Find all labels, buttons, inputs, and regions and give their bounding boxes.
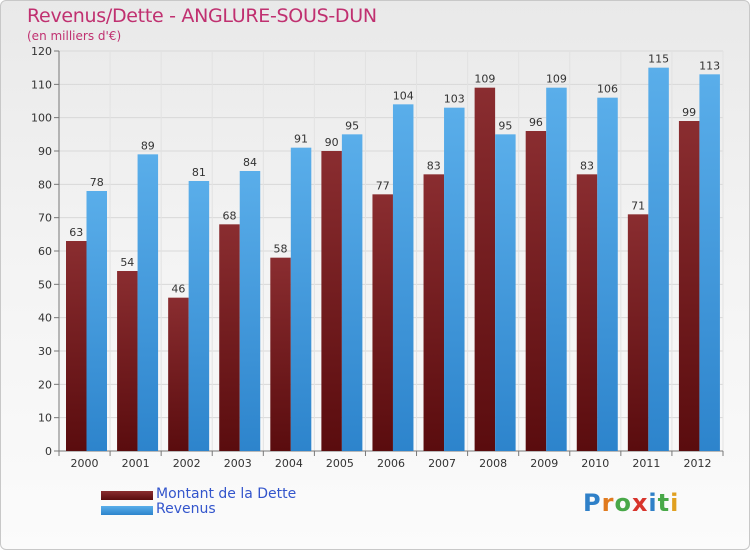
bar-revenue <box>444 107 465 452</box>
bar-debt <box>219 224 240 451</box>
x-tick-label: 2007 <box>428 457 456 470</box>
y-tick-label: 110 <box>31 78 52 91</box>
data-label: 90 <box>325 136 339 149</box>
bar-debt <box>168 297 189 451</box>
x-tick-label: 2001 <box>122 457 150 470</box>
x-tick-label: 2005 <box>326 457 354 470</box>
bars <box>66 67 720 452</box>
data-label: 83 <box>427 159 441 172</box>
legend-swatch-revenue <box>101 506 153 515</box>
chart-subtitle: (en milliers d'€) <box>27 29 122 43</box>
bar-revenue <box>495 134 516 452</box>
y-tick-label: 10 <box>38 412 52 425</box>
y-tick-label: 50 <box>38 278 52 291</box>
data-label: 71 <box>631 199 645 212</box>
bar-debt <box>576 174 598 452</box>
data-labels: 63 78 54 89 46 81 68 84 58 91 90 95 77 104 83 103 109 95 9… <box>69 53 720 296</box>
data-label: 83 <box>580 159 594 172</box>
x-tick-label: 2011 <box>632 457 660 470</box>
bar-debt <box>270 257 291 451</box>
legend-label-debt: Montant de la Dette <box>156 486 297 502</box>
y-tick-label: 120 <box>31 45 52 58</box>
x-tick-label: 2004 <box>275 457 303 470</box>
data-label: 96 <box>529 116 543 129</box>
logo-letter: i <box>670 489 680 517</box>
bar-revenue <box>546 87 567 452</box>
bar-debt <box>627 214 649 451</box>
x-tick-label: 2000 <box>71 457 99 470</box>
data-label: 103 <box>444 93 465 106</box>
logo-letter: o <box>614 489 632 517</box>
y-tick-label: 80 <box>38 178 52 191</box>
bar-debt <box>525 131 547 451</box>
y-tick-label: 0 <box>45 445 52 458</box>
data-label: 78 <box>90 176 104 189</box>
logo-letter: x <box>631 489 649 517</box>
data-label: 104 <box>393 89 414 102</box>
logo-letter: r <box>601 489 615 517</box>
bar-revenue <box>699 74 720 451</box>
data-label: 81 <box>192 166 206 179</box>
y-tick-label: 70 <box>38 212 52 225</box>
y-tick-label: 30 <box>38 345 52 358</box>
x-tick-label: 2003 <box>224 457 252 470</box>
data-label: 115 <box>648 53 669 66</box>
bar-revenue <box>188 181 210 451</box>
bar-revenue <box>341 134 363 452</box>
bar-revenue <box>597 97 618 452</box>
data-label: 106 <box>597 83 618 96</box>
data-label: 89 <box>141 139 155 152</box>
y-tick-label: 20 <box>38 378 52 391</box>
x-tick-label: 2012 <box>683 457 711 470</box>
x-tick-label: 2009 <box>530 457 558 470</box>
legend-swatch-debt <box>101 491 153 500</box>
y-tick-label: 60 <box>38 245 52 258</box>
data-label: 58 <box>274 243 288 256</box>
data-label: 68 <box>222 209 236 222</box>
bar-debt <box>678 121 700 451</box>
bar-debt <box>66 241 87 451</box>
bar-revenue <box>137 154 159 452</box>
bar-revenue <box>86 191 107 451</box>
bar-debt <box>423 174 445 452</box>
legend-label-revenue: Revenus <box>156 501 216 517</box>
bar-revenue <box>648 67 669 452</box>
bar-debt <box>474 87 496 452</box>
logo-letter: i <box>648 489 658 517</box>
x-tick-label: 2006 <box>377 457 405 470</box>
data-label: 91 <box>294 133 308 146</box>
bar-debt <box>117 271 138 451</box>
data-label: 113 <box>699 59 720 72</box>
bar-revenue <box>392 104 414 451</box>
data-label: 109 <box>474 73 495 86</box>
logo-letter: t <box>657 489 671 517</box>
bar-debt <box>372 194 393 452</box>
data-label: 46 <box>171 283 185 296</box>
data-label: 109 <box>546 73 567 86</box>
data-label: 84 <box>243 156 257 169</box>
y-tick-label: 90 <box>38 145 52 158</box>
chart-title: Revenus/Dette - ANGLURE-SOUS-DUN <box>27 5 377 27</box>
data-label: 95 <box>498 119 512 132</box>
data-label: 77 <box>376 179 390 192</box>
data-label: 54 <box>120 256 134 269</box>
data-label: 99 <box>682 106 696 119</box>
proxiti-logo: Proxiti <box>583 489 679 517</box>
y-tick-label: 100 <box>31 112 52 125</box>
x-tick-label: 2008 <box>479 457 507 470</box>
x-tick-label: 2010 <box>581 457 609 470</box>
bar-debt <box>321 151 342 451</box>
bar-revenue <box>290 147 312 451</box>
x-tick-label: 2002 <box>173 457 201 470</box>
bar-revenue <box>239 171 261 451</box>
data-label: 63 <box>69 226 83 239</box>
logo-letter: P <box>583 489 602 517</box>
data-label: 95 <box>345 119 359 132</box>
y-tick-label: 40 <box>38 312 52 325</box>
